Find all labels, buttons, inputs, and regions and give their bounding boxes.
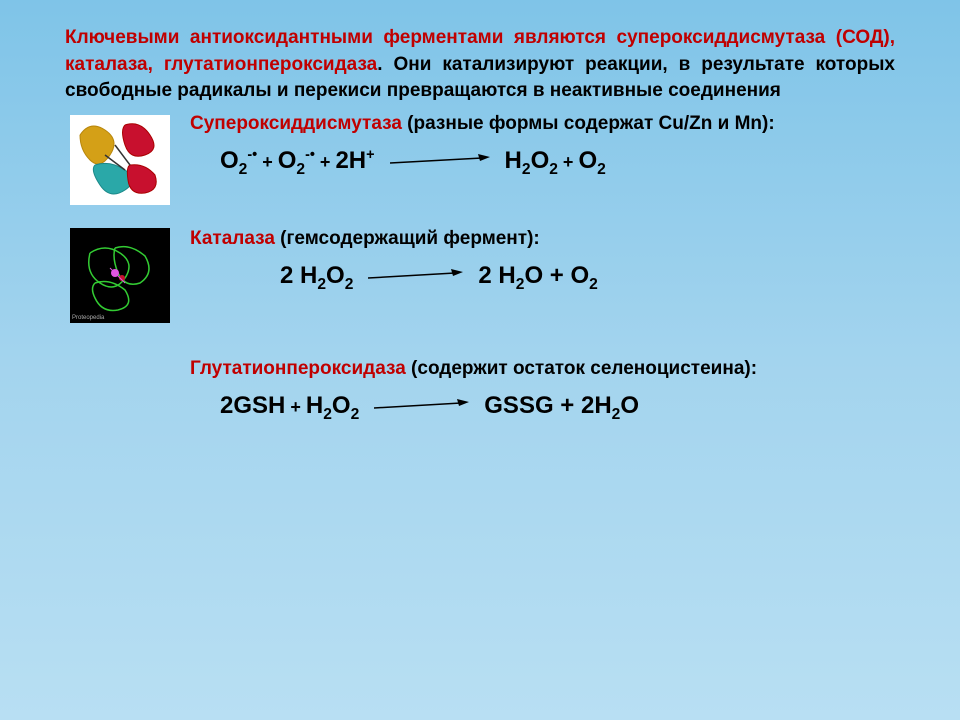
eq-sub: 2: [345, 276, 354, 293]
eq-plus: +: [558, 152, 579, 172]
intro-paragraph: Ключевыми антиоксидантными ферментами яв…: [65, 25, 895, 105]
sod-protein-image: [65, 113, 175, 208]
eq-sup: +: [366, 147, 374, 163]
eq-plus: +: [543, 262, 570, 289]
reaction-arrow-icon: [374, 398, 469, 414]
gpx-section: Глутатионпероксидаза (содержит остаток с…: [190, 358, 895, 424]
eq-plus: +: [257, 152, 278, 172]
eq-term: O: [570, 262, 589, 289]
catalase-section: Proteopedia Каталаза (гемсодержащий ферм…: [65, 228, 895, 323]
catalase-subtitle: (гемсодержащий фермент):: [275, 228, 540, 249]
eq-sub: 2: [323, 406, 332, 423]
eq-term: 2H: [581, 392, 612, 419]
eq-term: GSSG: [484, 392, 553, 419]
eq-sub: 2: [317, 276, 326, 293]
eq-term: 2H: [335, 147, 366, 174]
gpx-equation: 2GSH + H2O2GSSG + 2H2O: [190, 392, 895, 424]
eq-term: H: [306, 392, 323, 419]
eq-term: O: [531, 147, 550, 174]
gpx-subtitle: (содержит остаток селеноцистеина):: [406, 358, 757, 379]
eq-sup: -•: [305, 147, 315, 163]
eq-sub: 2: [549, 161, 558, 178]
eq-sub: 2: [597, 161, 606, 178]
eq-term: O: [220, 147, 239, 174]
eq-term: O: [524, 262, 543, 289]
eq-term: O: [332, 392, 351, 419]
reaction-arrow-icon: [368, 268, 463, 284]
catalase-equation: 2 H2O22 H2O + O2: [190, 262, 895, 294]
sod-heading: Супероксиддисмутаза (разные формы содерж…: [190, 113, 895, 135]
eq-plus: +: [285, 397, 306, 417]
eq-plus: +: [554, 392, 581, 419]
sod-equation: O2-• + O2-• + 2H+H2O2 + O2: [190, 147, 895, 179]
eq-sub: 2: [351, 406, 360, 423]
eq-term: O: [326, 262, 345, 289]
eq-term: H: [505, 147, 522, 174]
eq-term: O: [578, 147, 597, 174]
eq-term: 2GSH: [220, 392, 285, 419]
eq-sub: 2: [296, 161, 305, 178]
eq-sub: 2: [239, 161, 248, 178]
eq-term: 2 H: [280, 262, 317, 289]
eq-sup: -•: [247, 147, 257, 163]
eq-sub: 2: [589, 276, 598, 293]
catalase-title: Каталаза: [190, 228, 275, 249]
eq-term: O: [278, 147, 297, 174]
sod-title: Супероксиддисмутаза: [190, 113, 402, 134]
eq-plus: +: [315, 152, 336, 172]
eq-sub: 2: [522, 161, 531, 178]
gpx-heading: Глутатионпероксидаза (содержит остаток с…: [190, 358, 895, 380]
catalase-heading: Каталаза (гемсодержащий фермент):: [190, 228, 895, 250]
sod-subtitle: (разные формы содержат Cu/Zn и Mn):: [402, 113, 775, 134]
gpx-title: Глутатионпероксидаза: [190, 358, 406, 379]
eq-term: O: [620, 392, 639, 419]
catalase-protein-image: Proteopedia: [65, 228, 175, 323]
reaction-arrow-icon: [390, 153, 490, 169]
image-watermark: Proteopedia: [72, 315, 104, 321]
sod-section: Супероксиддисмутаза (разные формы содерж…: [65, 113, 895, 208]
eq-term: 2 H: [478, 262, 515, 289]
